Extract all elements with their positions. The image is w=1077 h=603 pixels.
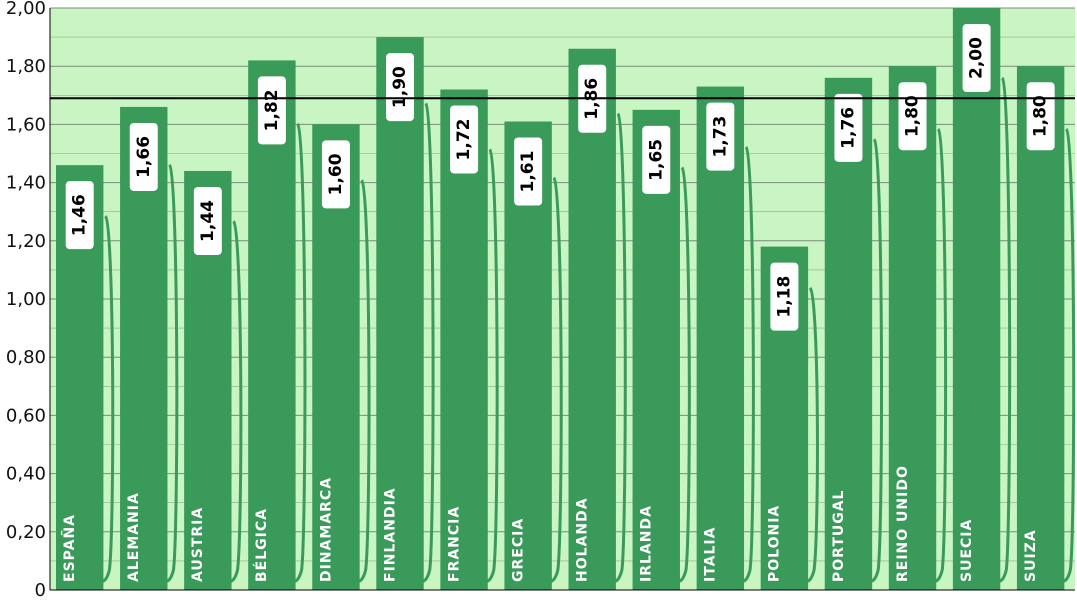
category-label: FINLANDIA [382,487,398,582]
bar-ribbon-decoration [542,176,563,583]
y-tick-label: 1,80 [6,56,46,77]
data-label: 1,18 [774,276,794,318]
bar-ribbon-decoration [1054,128,1076,583]
bar [824,77,873,591]
category-label: PORTUGAL [831,490,847,582]
bar-ribbon-decoration [93,215,115,583]
data-label-box [706,102,735,171]
data-label: 1,44 [198,200,218,242]
data-label-box [514,137,543,206]
bar-ribbon-decoration [478,148,499,583]
data-label-box [450,105,479,174]
data-label: 1,73 [710,116,730,158]
category-label: ALEMANIA [126,492,142,582]
category-label: AUSTRIA [190,507,206,582]
data-label: 1,66 [134,136,154,178]
bar-ribbon-decoration [862,138,884,583]
data-label: 1,76 [838,107,858,149]
bar-ribbon-decoration [734,145,755,583]
category-label: POLONIA [767,505,783,582]
bar [376,37,424,591]
bar [568,48,616,591]
bar [952,8,1001,590]
y-tick-label: 0,20 [6,522,46,543]
bar-ribbon-decoration [414,102,435,583]
data-label-box [834,93,863,162]
y-tick-label: 0,60 [6,405,46,426]
data-label: 1,90 [390,66,410,108]
y-tick-label: 1,20 [6,231,46,252]
bar-ribbon-decoration [670,166,691,583]
category-label: HOLANDA [575,497,591,582]
y-tick-label: 0 [35,580,46,598]
bar [248,60,296,590]
data-label-box [386,53,415,122]
data-label: 1,82 [262,89,282,131]
data-label-box [193,186,222,255]
data-label-box [962,24,991,92]
data-label-box [321,140,350,209]
data-label-box [129,122,158,191]
bar-ribbon-decoration [926,128,948,583]
bar-ribbon-decoration [990,76,1012,583]
data-label-box [65,181,94,250]
category-label: SUECIA [959,519,975,582]
bar-ribbon-decoration [157,163,179,583]
category-label: FRANCIA [446,506,462,582]
bar-ribbon-decoration [606,112,627,583]
bar [1016,66,1065,590]
data-label-box [770,262,799,331]
data-label-box [257,76,286,145]
data-label-box [642,125,671,194]
data-label: 1,60 [326,153,346,195]
category-label: GRECIA [510,518,526,582]
data-label: 1,80 [1031,95,1051,137]
category-label: IRLANDA [639,505,655,582]
bar-ribbon-decoration [350,179,371,583]
data-label: 1,72 [454,119,474,161]
bar-ribbon-decoration [222,220,243,583]
y-tick-label: 1,40 [6,173,46,194]
data-label: 1,46 [70,194,90,236]
y-tick-label: 1,00 [6,289,46,310]
bar [888,66,937,590]
data-label: 1,65 [646,139,666,181]
category-label: REINO UNIDO [895,465,911,582]
data-label: 2,00 [967,37,987,79]
bar-ribbon-decoration [286,122,307,583]
data-label: 1,61 [518,151,538,193]
category-label: ESPAÑA [61,514,78,582]
category-label: SUIZA [1023,529,1039,582]
y-tick-label: 2,00 [6,0,46,19]
data-label: 1,80 [903,95,923,137]
category-label: DINAMARCA [318,477,334,582]
y-tick-label: 0,40 [6,464,46,485]
category-label: BÉLGICA [253,508,270,582]
y-tick-label: 1,60 [6,114,46,135]
bar-ribbon-decoration [798,286,819,583]
y-tick-label: 0,80 [6,347,46,368]
category-label: ITALIA [703,527,719,582]
